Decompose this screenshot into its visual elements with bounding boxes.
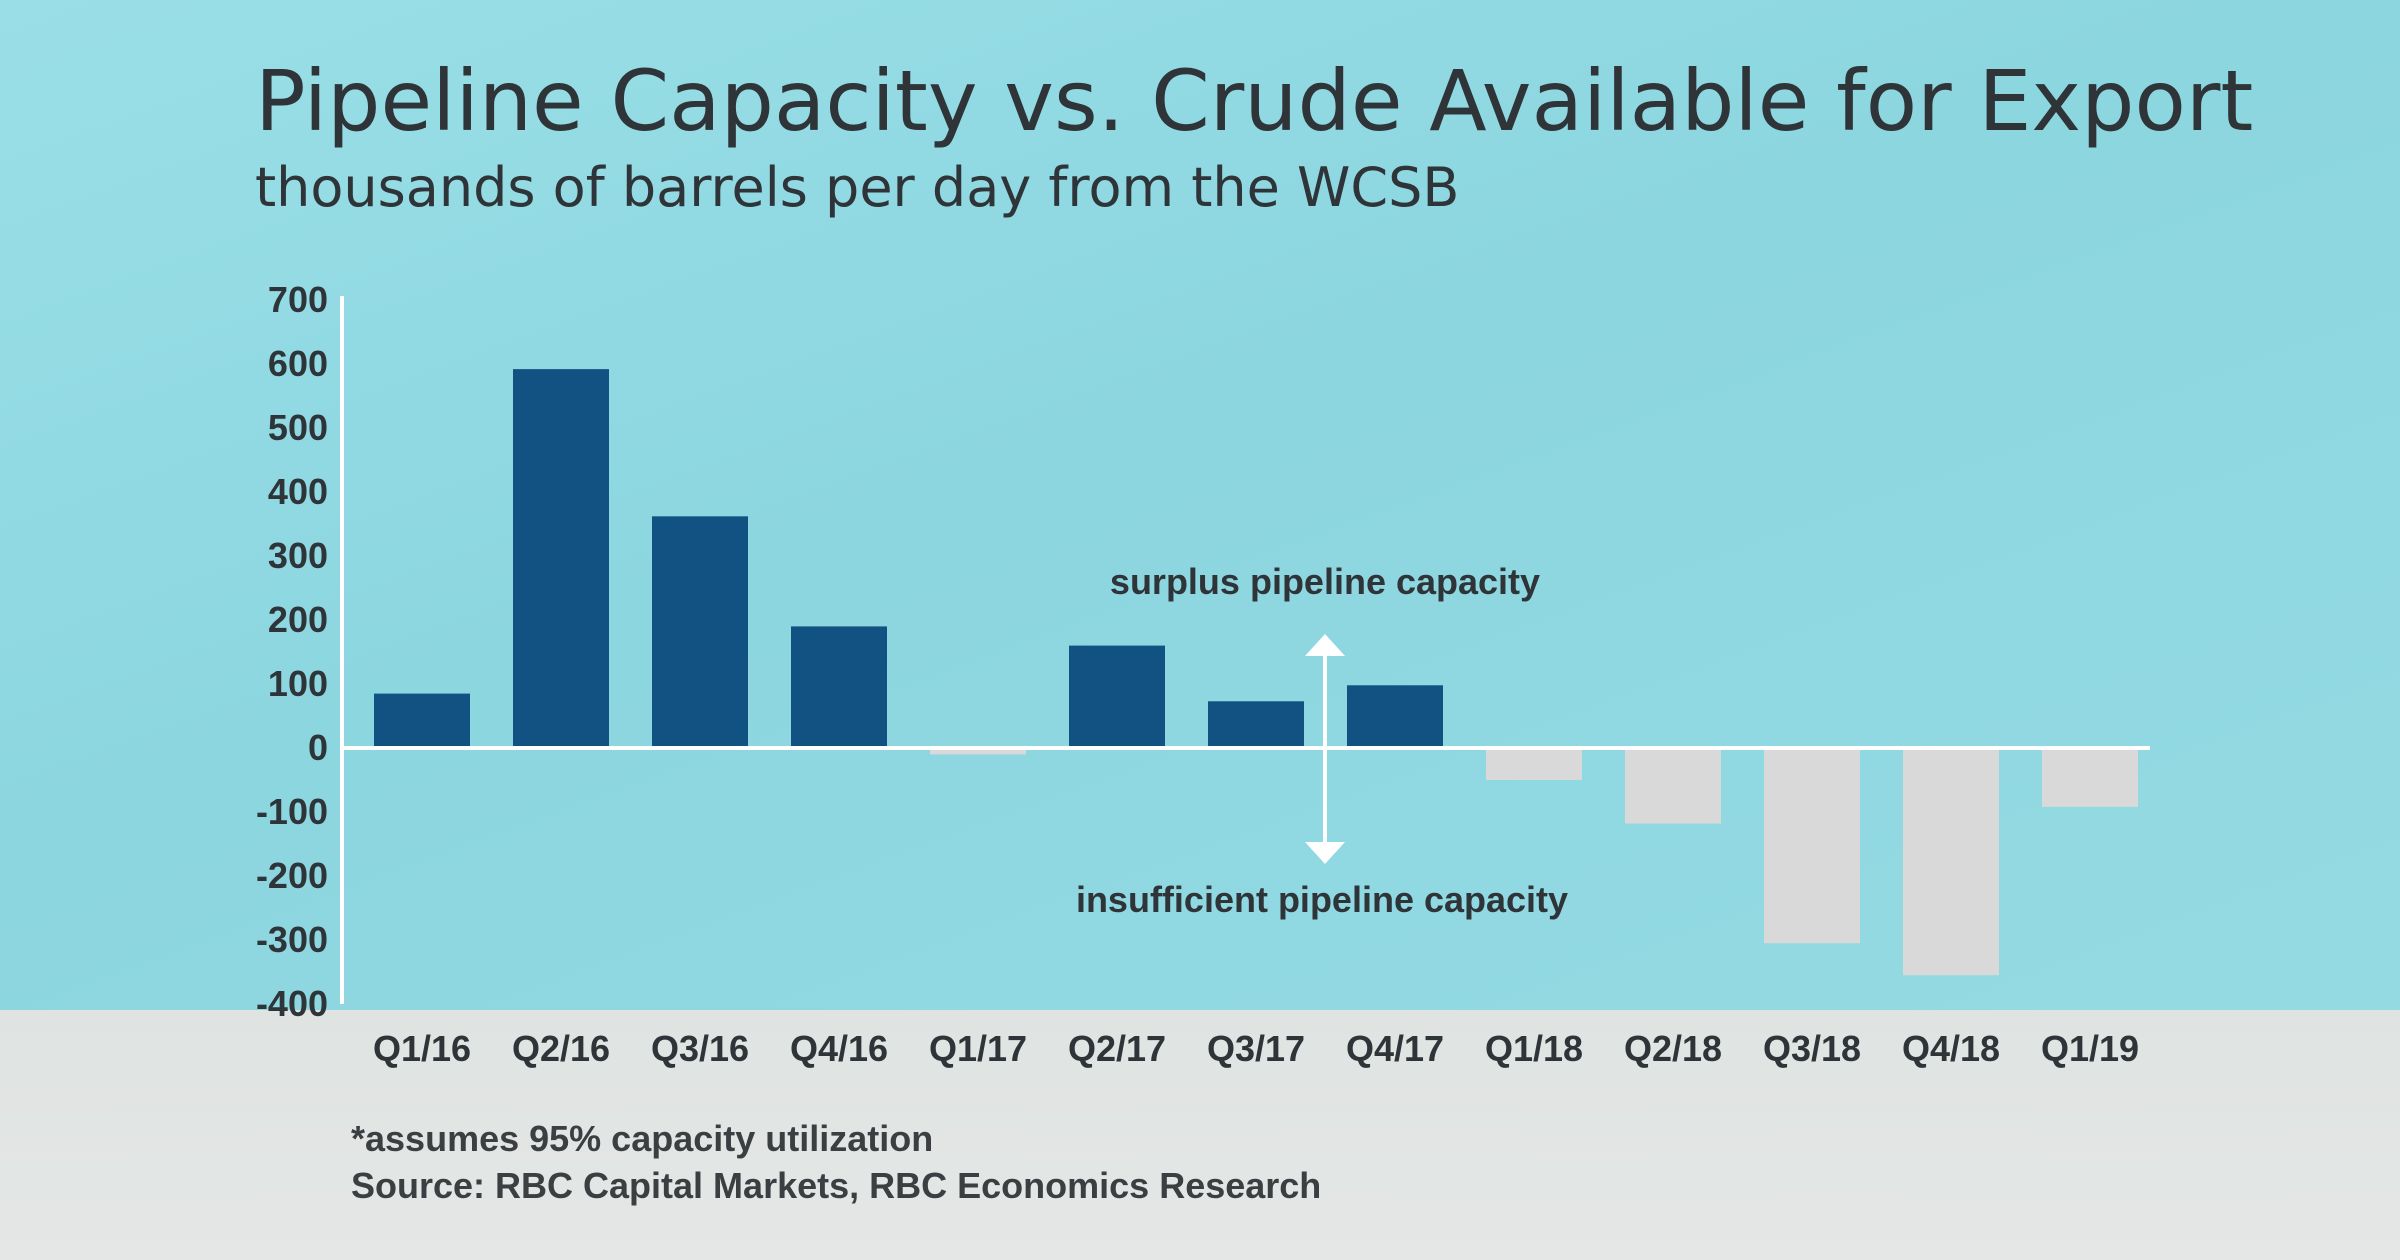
y-tick-label: 700 <box>268 279 328 320</box>
annotations: surplus pipeline capacity insufficient pi… <box>1076 561 1568 920</box>
x-tick-label: Q1/18 <box>1485 1028 1583 1069</box>
chart-subtitle: thousands of barrels per day from the WC… <box>255 156 1460 219</box>
bar-q4-18 <box>1903 748 1999 976</box>
x-tick-label: Q4/16 <box>790 1028 888 1069</box>
x-axis: Q1/16 Q2/16 Q3/16 Q4/16 Q1/17 Q2/17 Q3/17 Q4/17… <box>342 746 2150 1069</box>
bar-q1-18 <box>1486 748 1582 780</box>
bars <box>374 369 2138 976</box>
x-tick-label: Q3/18 <box>1763 1028 1861 1069</box>
x-tick-label: Q3/16 <box>651 1028 749 1069</box>
assumption-footnote: *assumes 95% capacity utilization <box>351 1118 934 1159</box>
y-tick-label: 100 <box>268 663 328 704</box>
x-tick-label: Q4/18 <box>1902 1028 2000 1069</box>
y-tick-label: 500 <box>268 407 328 448</box>
y-tick-label: -400 <box>256 983 328 1024</box>
y-tick-label: -100 <box>256 791 328 832</box>
bar-q1-16 <box>374 693 470 748</box>
source-footnote: Source: RBC Capital Markets, RBC Economi… <box>351 1165 1322 1206</box>
x-tick-label: Q1/16 <box>373 1028 471 1069</box>
bar-q3-16 <box>652 516 748 748</box>
y-tick-label: 200 <box>268 599 328 640</box>
x-tick-label: Q2/18 <box>1624 1028 1722 1069</box>
y-tick-label: 300 <box>268 535 328 576</box>
bar-q1-17 <box>930 748 1026 755</box>
chart-title: Pipeline Capacity vs. Crude Available fo… <box>255 52 2254 150</box>
chart-background <box>0 0 2400 1010</box>
arrow-down-head <box>1305 842 1345 864</box>
bar-q3-18 <box>1764 748 1860 944</box>
y-tick-label: 400 <box>268 471 328 512</box>
x-tick-label: Q1/17 <box>929 1028 1027 1069</box>
bar-q2-16 <box>513 369 609 748</box>
footer-background <box>0 1010 2400 1260</box>
bar-q2-18 <box>1625 748 1721 824</box>
x-tick-label: Q4/17 <box>1346 1028 1444 1069</box>
bar-q3-17 <box>1208 701 1304 748</box>
arrow-up-head <box>1305 634 1345 656</box>
bar-q4-17 <box>1347 685 1443 748</box>
insufficient-annotation: insufficient pipeline capacity <box>1076 879 1568 920</box>
y-tick-label: -300 <box>256 919 328 960</box>
x-tick-label: Q2/17 <box>1068 1028 1166 1069</box>
x-tick-label: Q2/16 <box>512 1028 610 1069</box>
x-tick-label: Q1/19 <box>2041 1028 2139 1069</box>
x-tick-label: Q3/17 <box>1207 1028 1305 1069</box>
bar-q4-16 <box>791 626 887 748</box>
bar-q1-19 <box>2042 748 2138 807</box>
bar-q2-17 <box>1069 645 1165 748</box>
y-tick-label: 0 <box>308 727 328 768</box>
y-axis: 700 600 500 400 300 200 100 0 -100 -200 -300 -400 <box>256 279 344 1024</box>
y-tick-label: -200 <box>256 855 328 896</box>
y-tick-label: 600 <box>268 343 328 384</box>
surplus-annotation: surplus pipeline capacity <box>1110 561 1540 602</box>
